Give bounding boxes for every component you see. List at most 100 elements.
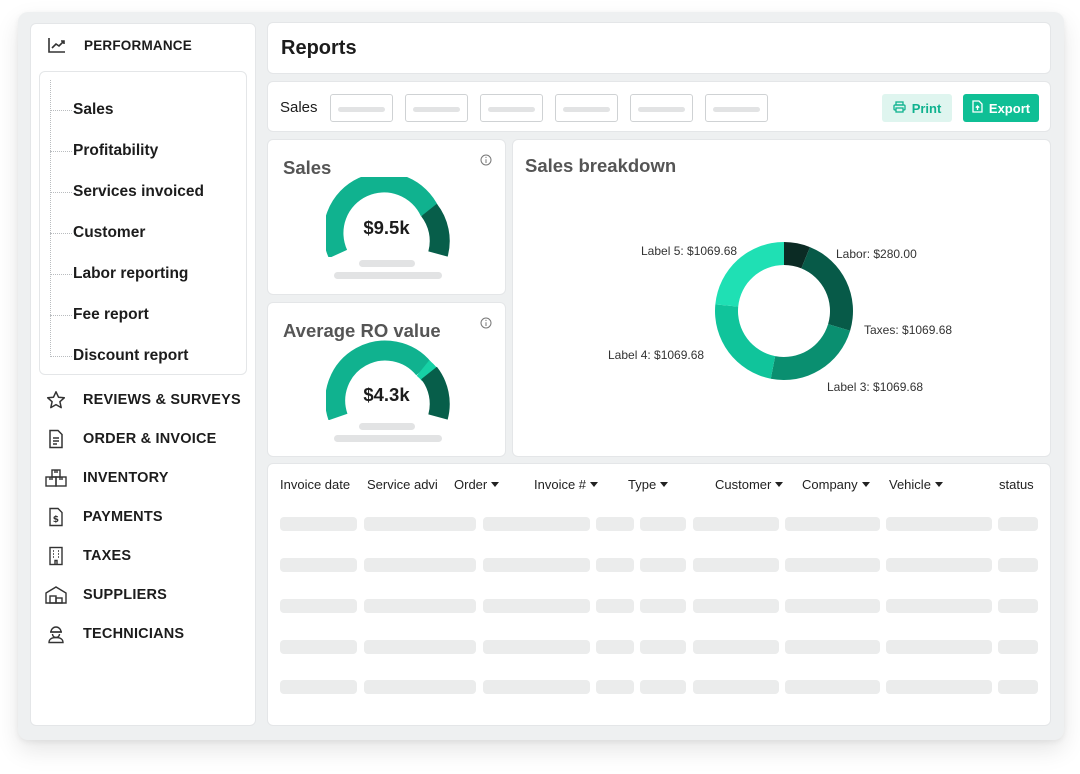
sidebar-item-label: TAXES [83,548,132,564]
export-document-icon [972,100,983,116]
column-header-invoice-number[interactable]: Invoice # [534,477,599,492]
star-icon [45,389,67,411]
submenu-item-fee-report[interactable]: Fee report [50,304,149,326]
table-cell-placeholder [280,517,357,531]
donut-slice-labor [784,242,810,269]
info-icon[interactable] [480,316,492,334]
table-cell-placeholder [640,680,686,694]
sidebar-item-performance[interactable]: PERFORMANCE [46,34,192,56]
table-cell-placeholder [998,517,1038,531]
sidebar-item-label: ORDER & INVOICE [83,431,217,447]
sidebar-item-reviews-surveys[interactable]: REVIEWS & SURVEYS [45,388,241,412]
submenu-item-label: Discount report [73,347,189,364]
table-cell-placeholder [596,680,634,694]
table-cell-placeholder [280,558,357,572]
sort-caret-icon [934,482,943,487]
table-cell-placeholder [280,640,357,654]
sort-caret-icon [590,482,599,487]
sidebar-item-inventory[interactable]: INVENTORY [45,466,169,490]
table-cell-placeholder [693,680,779,694]
column-header-label: Order [454,477,488,492]
table-cell-placeholder [364,558,476,572]
column-header-customer[interactable]: Customer [715,477,784,492]
submenu-item-label: Fee report [73,306,149,323]
print-button[interactable]: Print [882,94,952,122]
filter-field[interactable] [405,94,468,122]
table-cell-placeholder [785,558,880,572]
sidebar-item-suppliers[interactable]: SUPPLIERS [45,583,167,607]
filter-field[interactable] [705,94,768,122]
sort-caret-icon [861,482,870,487]
performance-submenu: Sales Profitability Services invoiced Cu… [39,71,247,375]
average-ro-kpi-card: Average RO value $4.3k [267,302,506,457]
submenu-item-discount-report[interactable]: Discount report [50,345,188,367]
table-cell-placeholder [785,517,880,531]
sidebar: PERFORMANCE Sales Profitability Services… [30,23,256,726]
printer-icon [893,100,906,116]
table-cell-placeholder [886,680,992,694]
sidebar-item-technicians[interactable]: TECHNICIANS [45,622,184,646]
table-cell-placeholder [280,680,357,694]
table-cell-placeholder [886,558,992,572]
column-header-order[interactable]: Order [454,477,500,492]
placeholder-bar [359,260,415,267]
column-header-label: Customer [715,477,772,492]
column-header-invoice-date[interactable]: Invoice date [280,477,350,492]
dollar-document-icon: $ [45,506,67,528]
sidebar-item-payments[interactable]: $ PAYMENTS [45,505,163,529]
submenu-item-label: Services invoiced [73,183,204,200]
sidebar-item-label: SUPPLIERS [83,587,167,603]
document-icon [45,428,67,450]
donut-slice-taxes [801,247,853,331]
column-header-company[interactable]: Company [802,477,870,492]
table-cell-placeholder [483,599,590,613]
table-cell-placeholder [785,640,880,654]
filter-field[interactable] [630,94,693,122]
submenu-item-label: Profitability [73,142,159,159]
export-button[interactable]: Export [963,94,1039,122]
table-cell-placeholder [693,517,779,531]
kpi-title: Sales [283,157,332,178]
submenu-item-sales[interactable]: Sales [50,99,114,121]
sidebar-item-label: REVIEWS & SURVEYS [83,392,241,408]
page-header: Reports [267,22,1051,74]
table-cell-placeholder [596,640,634,654]
table-cell-placeholder [483,558,590,572]
table-cell-placeholder [998,680,1038,694]
filter-field[interactable] [330,94,393,122]
column-header-status[interactable]: status [999,477,1034,492]
submenu-item-customer[interactable]: Customer [50,222,145,244]
table-cell-placeholder [640,517,686,531]
column-header-label: Vehicle [889,477,931,492]
sales-breakdown-card: Sales breakdown Labor: $280.00 Taxes: $1… [512,139,1051,457]
submenu-item-profitability[interactable]: Profitability [50,140,158,162]
column-header-label: Invoice date [280,477,351,492]
placeholder-bar [359,423,415,430]
sidebar-item-taxes[interactable]: TAXES [45,544,131,568]
table-cell-placeholder [998,558,1038,572]
donut-slice-label-3 [770,324,851,380]
table-cell-placeholder [886,640,992,654]
tree-line [50,80,51,357]
info-icon[interactable] [480,153,492,171]
sales-gauge [326,177,450,257]
column-header-type[interactable]: Type [628,477,669,492]
submenu-item-services-invoiced[interactable]: Services invoiced [50,181,204,203]
column-header-label: Service advi [367,477,438,492]
submenu-item-labor-reporting[interactable]: Labor reporting [50,263,188,285]
table-cell-placeholder [640,599,686,613]
export-label: Export [988,100,1031,116]
filter-label: Sales [280,99,318,116]
column-header-vehicle[interactable]: Vehicle [889,477,943,492]
filter-field[interactable] [480,94,543,122]
table-cell-placeholder [364,680,476,694]
kpi-title: Average RO value [283,320,441,341]
average-ro-gauge [326,340,450,420]
table-cell-placeholder [596,558,634,572]
filter-field[interactable] [555,94,618,122]
column-header-service-advisor[interactable]: Service advi [367,477,442,492]
table-cell-placeholder [483,640,590,654]
sort-caret-icon [660,482,669,487]
sidebar-item-order-invoice[interactable]: ORDER & INVOICE [45,427,217,451]
page-title: Reports [281,37,357,59]
